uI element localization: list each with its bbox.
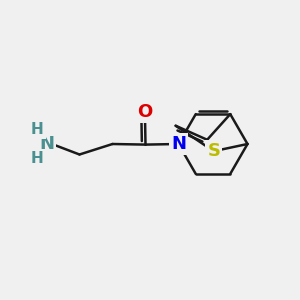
Text: S: S [207, 142, 220, 160]
Text: N: N [171, 135, 186, 153]
Text: H: H [31, 122, 44, 137]
Text: H: H [31, 151, 44, 166]
Text: O: O [137, 103, 152, 121]
Text: N: N [39, 135, 54, 153]
